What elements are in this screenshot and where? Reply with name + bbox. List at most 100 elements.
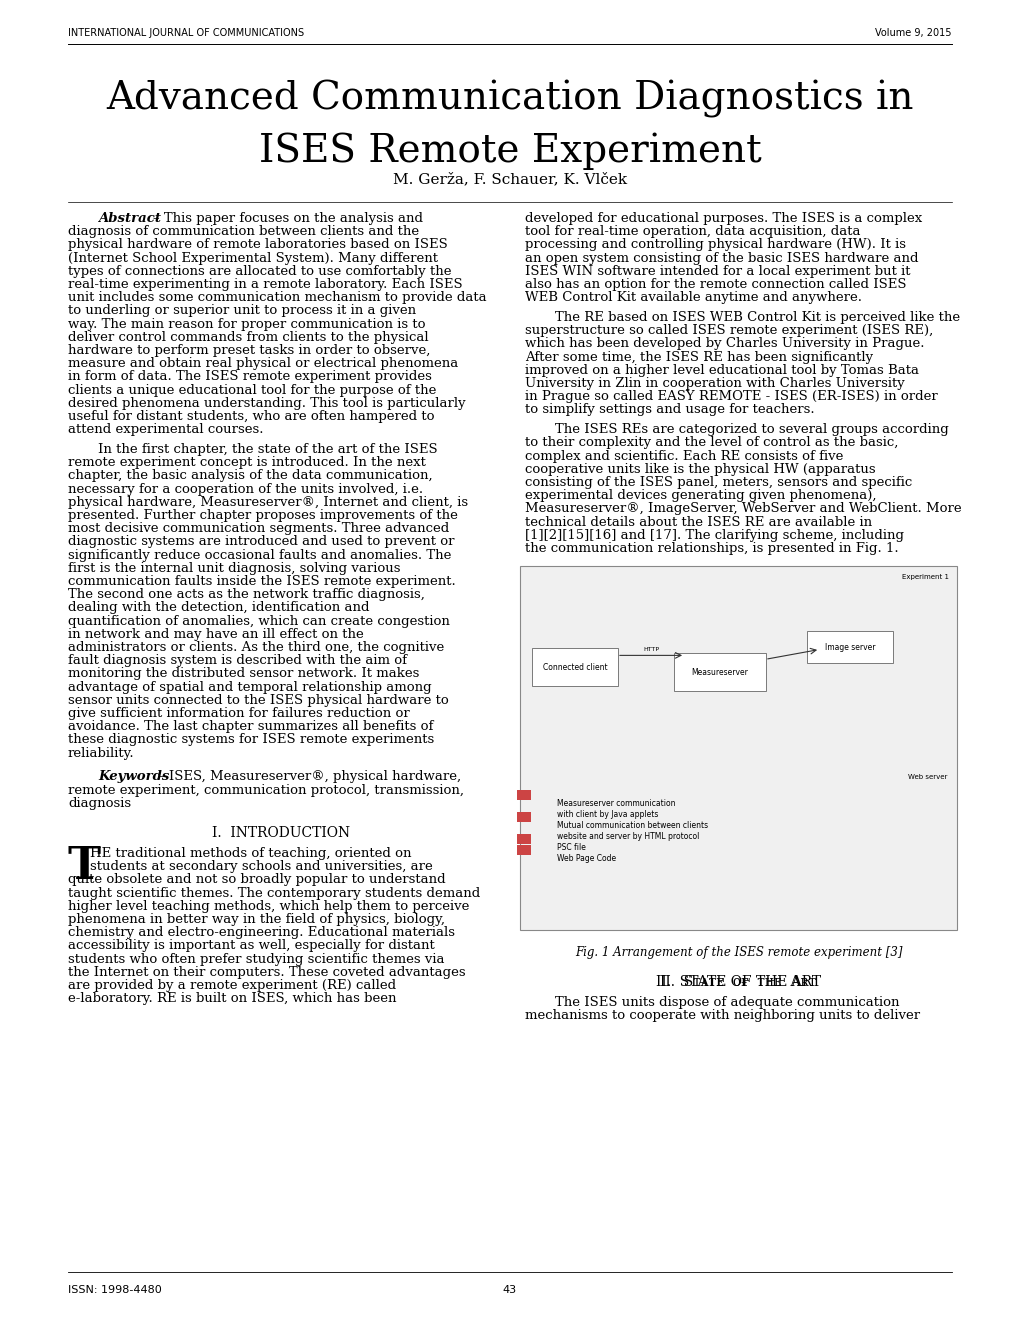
FancyBboxPatch shape <box>532 648 618 686</box>
Text: an open system consisting of the basic ISES hardware and: an open system consisting of the basic I… <box>525 252 917 264</box>
Text: clients a unique educational tool for the purpose of the: clients a unique educational tool for th… <box>68 384 436 396</box>
FancyBboxPatch shape <box>517 812 531 821</box>
FancyBboxPatch shape <box>674 653 765 692</box>
Text: physical hardware of remote laboratories based on ISES: physical hardware of remote laboratories… <box>68 239 447 251</box>
Text: The ISES units dispose of adequate communication: The ISES units dispose of adequate commu… <box>554 997 899 1010</box>
Text: Measureserver communication: Measureserver communication <box>556 799 675 808</box>
Text: fault diagnosis system is described with the aim of: fault diagnosis system is described with… <box>68 655 407 667</box>
Text: II.  STATE OF THE ART: II. STATE OF THE ART <box>655 975 820 989</box>
Text: The RE based on ISES WEB Control Kit is perceived like the: The RE based on ISES WEB Control Kit is … <box>554 312 959 323</box>
Text: phenomena in better way in the field of physics, biology,: phenomena in better way in the field of … <box>68 913 444 925</box>
Text: deliver control commands from clients to the physical: deliver control commands from clients to… <box>68 331 428 343</box>
Text: quantification of anomalies, which can create congestion: quantification of anomalies, which can c… <box>68 615 449 627</box>
Text: significantly reduce occasional faults and anomalies. The: significantly reduce occasional faults a… <box>68 549 451 561</box>
FancyBboxPatch shape <box>806 631 892 664</box>
Text: e-laboratory. RE is built on ISES, which has been: e-laboratory. RE is built on ISES, which… <box>68 993 396 1005</box>
Text: taught scientific themes. The contemporary students demand: taught scientific themes. The contempora… <box>68 887 480 899</box>
Text: to simplify settings and usage for teachers.: to simplify settings and usage for teach… <box>525 404 814 416</box>
Text: INTERNATIONAL JOURNAL OF COMMUNICATIONS: INTERNATIONAL JOURNAL OF COMMUNICATIONS <box>68 28 304 38</box>
Text: ISES WIN software intended for a local experiment but it: ISES WIN software intended for a local e… <box>525 265 910 277</box>
Text: hardware to perform preset tasks in order to observe,: hardware to perform preset tasks in orde… <box>68 345 430 356</box>
Text: Connected client: Connected client <box>542 663 606 672</box>
Text: – ISES, Measureserver®, physical hardware,: – ISES, Measureserver®, physical hardwar… <box>158 771 461 783</box>
Text: accessibility is important as well, especially for distant: accessibility is important as well, espe… <box>68 940 434 952</box>
Text: processing and controlling physical hardware (HW). It is: processing and controlling physical hard… <box>525 239 905 251</box>
Text: to their complexity and the level of control as the basic,: to their complexity and the level of con… <box>525 437 898 449</box>
Text: reliability.: reliability. <box>68 747 135 759</box>
Text: also has an option for the remote connection called ISES: also has an option for the remote connec… <box>525 279 906 290</box>
Text: Image server: Image server <box>824 643 874 652</box>
Text: the Internet on their computers. These coveted advantages: the Internet on their computers. These c… <box>68 966 465 978</box>
Text: Measureserver®, ImageServer, WebServer and WebClient. More: Measureserver®, ImageServer, WebServer a… <box>525 503 961 515</box>
Text: communication faults inside the ISES remote experiment.: communication faults inside the ISES rem… <box>68 576 455 587</box>
Text: in network and may have an ill effect on the: in network and may have an ill effect on… <box>68 628 364 640</box>
Text: (Internet School Experimental System). Many different: (Internet School Experimental System). M… <box>68 252 437 264</box>
FancyBboxPatch shape <box>517 834 531 843</box>
Text: remote experiment, communication protocol, transmission,: remote experiment, communication protoco… <box>68 784 464 796</box>
Text: in Prague so called EASY REMOTE - ISES (ER-ISES) in order: in Prague so called EASY REMOTE - ISES (… <box>525 391 936 403</box>
Text: unit includes some communication mechanism to provide data: unit includes some communication mechani… <box>68 292 486 304</box>
Text: in form of data. The ISES remote experiment provides: in form of data. The ISES remote experim… <box>68 371 431 383</box>
Text: After some time, the ISES RE has been significantly: After some time, the ISES RE has been si… <box>525 351 872 363</box>
Text: improved on a higher level educational tool by Tomas Bata: improved on a higher level educational t… <box>525 364 918 376</box>
Text: these diagnostic systems for ISES remote experiments: these diagnostic systems for ISES remote… <box>68 734 434 746</box>
Text: with client by Java applets: with client by Java applets <box>556 809 657 818</box>
Text: desired phenomena understanding. This tool is particularly: desired phenomena understanding. This to… <box>68 397 465 409</box>
Text: to underling or superior unit to process it in a given: to underling or superior unit to process… <box>68 305 416 317</box>
Text: higher level teaching methods, which help them to perceive: higher level teaching methods, which hel… <box>68 900 469 912</box>
Text: dealing with the detection, identification and: dealing with the detection, identificati… <box>68 602 369 614</box>
Text: University in Zlin in cooperation with Charles University: University in Zlin in cooperation with C… <box>525 378 904 389</box>
Text: attend experimental courses.: attend experimental courses. <box>68 424 263 436</box>
Text: PSC file: PSC file <box>556 842 585 851</box>
Text: The second one acts as the network traffic diagnosis,: The second one acts as the network traff… <box>68 589 425 601</box>
Text: monitoring the distributed sensor network. It makes: monitoring the distributed sensor networ… <box>68 668 419 680</box>
Text: avoidance. The last chapter summarizes all benefits of: avoidance. The last chapter summarizes a… <box>68 721 433 733</box>
Text: chapter, the basic analysis of the data communication,: chapter, the basic analysis of the data … <box>68 470 432 482</box>
Text: necessary for a cooperation of the units involved, i.e.: necessary for a cooperation of the units… <box>68 483 423 495</box>
Text: I.  INTRODUCTION: I. INTRODUCTION <box>212 826 351 840</box>
Text: technical details about the ISES RE are available in: technical details about the ISES RE are … <box>525 516 871 528</box>
Text: useful for distant students, who are often hampered to: useful for distant students, who are oft… <box>68 411 434 422</box>
Text: consisting of the ISES panel, meters, sensors and specific: consisting of the ISES panel, meters, se… <box>525 477 911 488</box>
Text: Mutual communication between clients: Mutual communication between clients <box>556 821 707 829</box>
Text: Experiment 1: Experiment 1 <box>901 574 948 579</box>
Text: first is the internal unit diagnosis, solving various: first is the internal unit diagnosis, so… <box>68 562 400 574</box>
Text: administrators or clients. As the third one, the cognitive: administrators or clients. As the third … <box>68 642 444 653</box>
Text: most decisive communication segments. Three advanced: most decisive communication segments. Th… <box>68 523 448 535</box>
Text: Measureserver: Measureserver <box>691 668 748 677</box>
Text: advantage of spatial and temporal relationship among: advantage of spatial and temporal relati… <box>68 681 431 693</box>
Text: Keywords: Keywords <box>98 771 169 783</box>
Text: Abstract: Abstract <box>98 213 161 224</box>
Text: which has been developed by Charles University in Prague.: which has been developed by Charles Univ… <box>525 338 923 350</box>
Text: physical hardware, Measureserver®, Internet and client, is: physical hardware, Measureserver®, Inter… <box>68 496 468 508</box>
Text: students at secondary schools and universities, are: students at secondary schools and univer… <box>90 861 432 873</box>
Text: website and server by HTML protocol: website and server by HTML protocol <box>556 832 699 841</box>
Text: [1][2][15][16] and [17]. The clarifying scheme, including: [1][2][15][16] and [17]. The clarifying … <box>525 529 903 541</box>
Text: M. Gerža, F. Schauer, K. Vlček: M. Gerža, F. Schauer, K. Vlček <box>392 172 627 186</box>
Text: real-time experimenting in a remote laboratory. Each ISES: real-time experimenting in a remote labo… <box>68 279 463 290</box>
Text: experimental devices generating given phenomena),: experimental devices generating given ph… <box>525 490 875 502</box>
Text: Web Page Code: Web Page Code <box>556 854 615 862</box>
Text: The ISES REs are categorized to several groups according: The ISES REs are categorized to several … <box>554 424 948 436</box>
Text: tool for real-time operation, data acquisition, data: tool for real-time operation, data acqui… <box>525 226 860 238</box>
Text: give sufficient information for failures reduction or: give sufficient information for failures… <box>68 708 410 719</box>
Text: – This paper focuses on the analysis and: – This paper focuses on the analysis and <box>153 213 423 224</box>
Text: HE traditional methods of teaching, oriented on: HE traditional methods of teaching, orie… <box>90 847 411 859</box>
Text: chemistry and electro-engineering. Educational materials: chemistry and electro-engineering. Educa… <box>68 927 454 939</box>
Text: mechanisms to cooperate with neighboring units to deliver: mechanisms to cooperate with neighboring… <box>525 1010 919 1023</box>
Text: developed for educational purposes. The ISES is a complex: developed for educational purposes. The … <box>525 213 921 224</box>
Text: WEB Control Kit available anytime and anywhere.: WEB Control Kit available anytime and an… <box>525 292 861 304</box>
Text: diagnosis: diagnosis <box>68 797 131 809</box>
Text: superstructure so called ISES remote experiment (ISES RE),: superstructure so called ISES remote exp… <box>525 325 932 337</box>
Text: Volume 9, 2015: Volume 9, 2015 <box>874 28 951 38</box>
FancyBboxPatch shape <box>517 789 531 800</box>
Text: In the first chapter, the state of the art of the ISES: In the first chapter, the state of the a… <box>98 444 437 455</box>
Text: types of connections are allocated to use comfortably the: types of connections are allocated to us… <box>68 265 451 277</box>
Text: way. The main reason for proper communication is to: way. The main reason for proper communic… <box>68 318 425 330</box>
Text: diagnosis of communication between clients and the: diagnosis of communication between clien… <box>68 226 419 238</box>
Text: are provided by a remote experiment (RE) called: are provided by a remote experiment (RE)… <box>68 979 395 991</box>
Text: T: T <box>68 845 101 888</box>
Text: Fig. 1 Arrangement of the ISES remote experiment [3]: Fig. 1 Arrangement of the ISES remote ex… <box>574 946 902 960</box>
Text: the communication relationships, is presented in Fig. 1.: the communication relationships, is pres… <box>525 543 898 554</box>
Text: measure and obtain real physical or electrical phenomena: measure and obtain real physical or elec… <box>68 358 458 370</box>
